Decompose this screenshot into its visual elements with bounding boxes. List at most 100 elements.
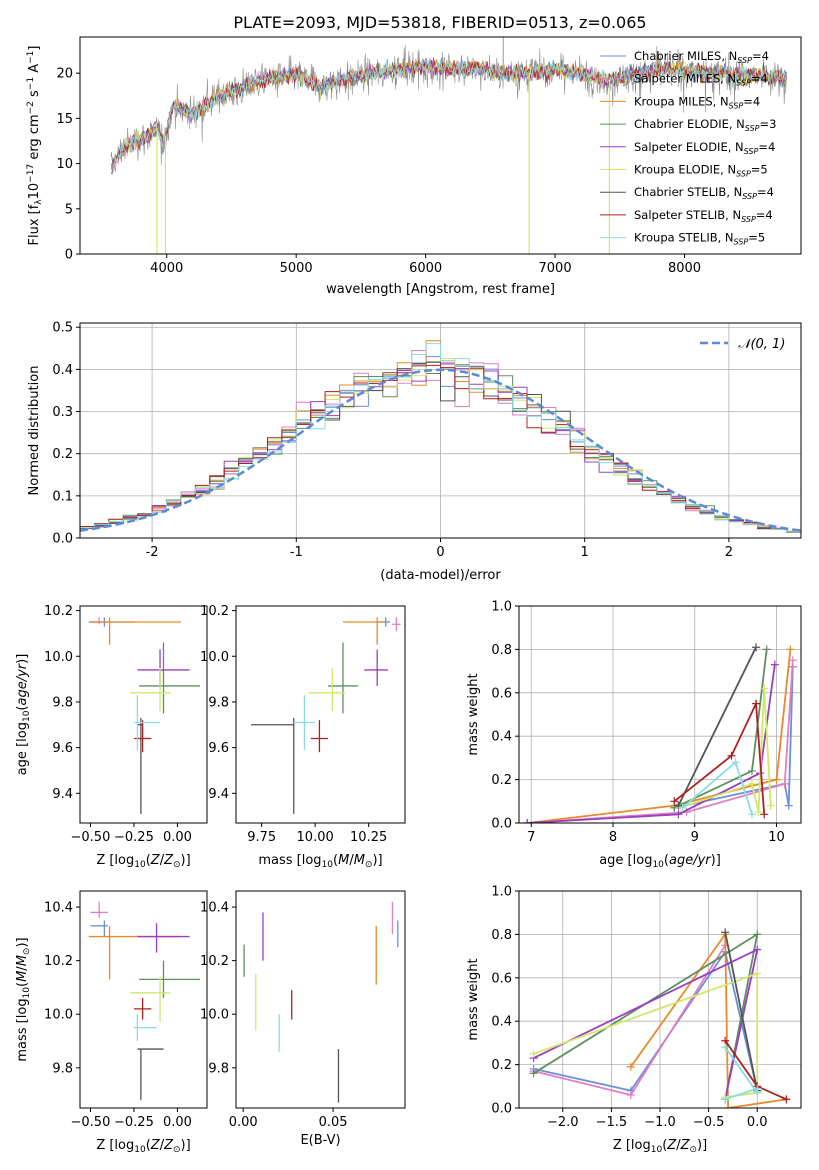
label-part: ⊙ [173, 1145, 181, 1155]
weight-marker-kroupa_elodie [747, 779, 756, 788]
weight-line-salpeter_elodie [527, 664, 776, 823]
weight-marker-kroupa_stelib [678, 803, 687, 812]
histogram-ylabel: Normed distribution [27, 366, 42, 496]
x-tick-label: 10.25 [350, 830, 387, 845]
weight-marker-chabrier_stelib [674, 801, 683, 810]
x-tick-label: 0.05 [319, 1115, 348, 1130]
histogram-steps [80, 340, 801, 533]
legend-sub: SSP [734, 238, 749, 247]
x-tick-label: 10 [768, 830, 785, 845]
legend-val: =4 [758, 140, 775, 154]
weight-marker-kroupa_elodie [529, 1049, 538, 1058]
z_age-axes: −0.50 −0.25 0.00 9.4 9.6 9.8 10.0 10.2 [44, 604, 192, 845]
z_mass-frame [79, 890, 208, 1109]
legend-item: Chabrier STELIB, NSSP=4 [634, 185, 774, 201]
y-tick-label: 0.0 [52, 532, 73, 547]
y-tick-label: 0.8 [491, 928, 512, 943]
y-tick-label: 9.8 [52, 695, 73, 710]
legend-label: Kroupa MILES, N [634, 94, 729, 108]
weight-marker-chabrier_elodie [747, 766, 756, 775]
label-part: Z [150, 853, 161, 868]
label-part: erg cm [27, 114, 42, 163]
x-tick-label: 0.0 [747, 1115, 768, 1130]
legend-label: Salpeter ELODIE, N [634, 140, 744, 154]
label-part: 10 [134, 860, 146, 870]
z-age-ylabel: age [log10(age/yr)] [15, 654, 32, 776]
weight-line-chabrier_miles [674, 666, 794, 809]
weight-marker-salpeter_miles [780, 779, 789, 788]
z_weight-ylabel: mass weight [466, 958, 481, 1040]
y-tick-label: 1.0 [491, 885, 512, 900]
weight-marker-salpeter_stelib [752, 699, 761, 708]
x-tick-label: 9 [691, 830, 699, 845]
label-part: / [676, 1138, 681, 1153]
weight-line-chabrier_stelib [724, 932, 759, 1091]
weight-marker-kroupa_stelib [753, 1084, 762, 1093]
weight-line-salpeter_miles [527, 660, 794, 823]
y-tick-label: 9.6 [52, 741, 73, 756]
label-part: ( [146, 1138, 151, 1153]
x-tick-label: 0.00 [163, 1115, 192, 1130]
legend-sub: SSP [742, 192, 757, 201]
spectrum-ylabel: Flux [fλ10−17 erg cm−2 s−1 A−1] [26, 46, 44, 246]
spectrum-frame [79, 36, 802, 255]
y-tick-label: 0.5 [52, 321, 73, 336]
weight-marker-chabrier_miles [784, 801, 793, 810]
label-part: ( [664, 853, 669, 868]
ebv_mass-axes: 0.00 0.05 9.8 10.0 10.2 10.4 [200, 901, 348, 1130]
legend-sub: SSP [737, 56, 752, 65]
legend-label: Chabrier MILES, N [634, 49, 737, 63]
label-part: ⊙ [365, 860, 373, 870]
label-part: −1 [26, 77, 36, 90]
legend-sub: SSP [736, 170, 751, 179]
histogram-chabrier_stelib [80, 361, 801, 533]
weight-marker-salpeter_elodie [753, 945, 762, 954]
legend-label: Kroupa ELODIE, N [634, 163, 736, 177]
y-tick-label: 20 [56, 67, 73, 82]
y-tick-label: 0.2 [52, 447, 73, 462]
x-tick-label: 8000 [668, 261, 701, 276]
x-tick-label: 10.00 [297, 830, 334, 845]
y-tick-label: 0.1 [52, 489, 73, 504]
weight-marker-chabrier_stelib [721, 928, 730, 937]
weight-marker-salpeter_elodie [523, 819, 532, 823]
y-tick-label: 0.2 [491, 773, 512, 788]
z_mass-points [88, 901, 201, 1100]
label-part: −2 [26, 101, 36, 114]
age_weight-axes: 7 8 9 10 0.0 0.2 0.4 0.6 0.8 1.0 [491, 600, 801, 845]
legend-item: Salpeter MILES, NSSP=4 [634, 72, 768, 88]
x-tick-label: −1.5 [596, 1115, 628, 1130]
y-tick-label: 10 [56, 157, 73, 172]
x-tick-label: 2 [725, 545, 733, 560]
legend-sub: SSP [729, 101, 744, 110]
x-tick-label: 7000 [539, 261, 572, 276]
weight-marker-chabrier_stelib [752, 643, 761, 652]
weight-marker-salpeter_stelib [670, 797, 679, 806]
legend-item: Salpeter ELODIE, NSSP=4 [634, 140, 775, 156]
z_mass-axes: −0.50 −0.25 0.00 9.8 10.0 10.2 10.4 [44, 901, 192, 1130]
weight-marker-kroupa_stelib [747, 810, 756, 819]
mass_age-axes: 9.75 10.00 10.25 9.4 9.6 9.8 10.0 10.2 [200, 604, 387, 845]
z-age-xlabel: Z [log10(Z/Z⊙)] [96, 853, 190, 870]
mass_age-points [250, 617, 401, 814]
x-tick-label: 1 [581, 545, 589, 560]
label-part: Z [666, 1138, 677, 1153]
label-part: 10 [22, 987, 32, 999]
label-part: 10 [134, 1145, 146, 1155]
z_age-frame [79, 605, 208, 824]
normal-curve [80, 368, 801, 532]
label-part: 10 [27, 183, 42, 200]
y-tick-label: 9.4 [208, 787, 229, 802]
y-tick-label: 10.4 [44, 901, 73, 916]
label-part: )] [181, 853, 191, 868]
label-part: / [160, 853, 165, 868]
label-part: M [15, 971, 30, 982]
y-tick-label: 9.4 [52, 787, 73, 802]
spectrum-axes: 4000 5000 6000 7000 8000 0 5 10 15 20 [56, 67, 701, 276]
weight-marker-kroupa_miles [786, 645, 795, 654]
histogram-legend-label: 𝒩(0, 1) [738, 337, 785, 352]
weight-line-chabrier_stelib [677, 646, 757, 806]
legend-val: =4 [743, 94, 760, 108]
label-part: Z [163, 853, 174, 868]
